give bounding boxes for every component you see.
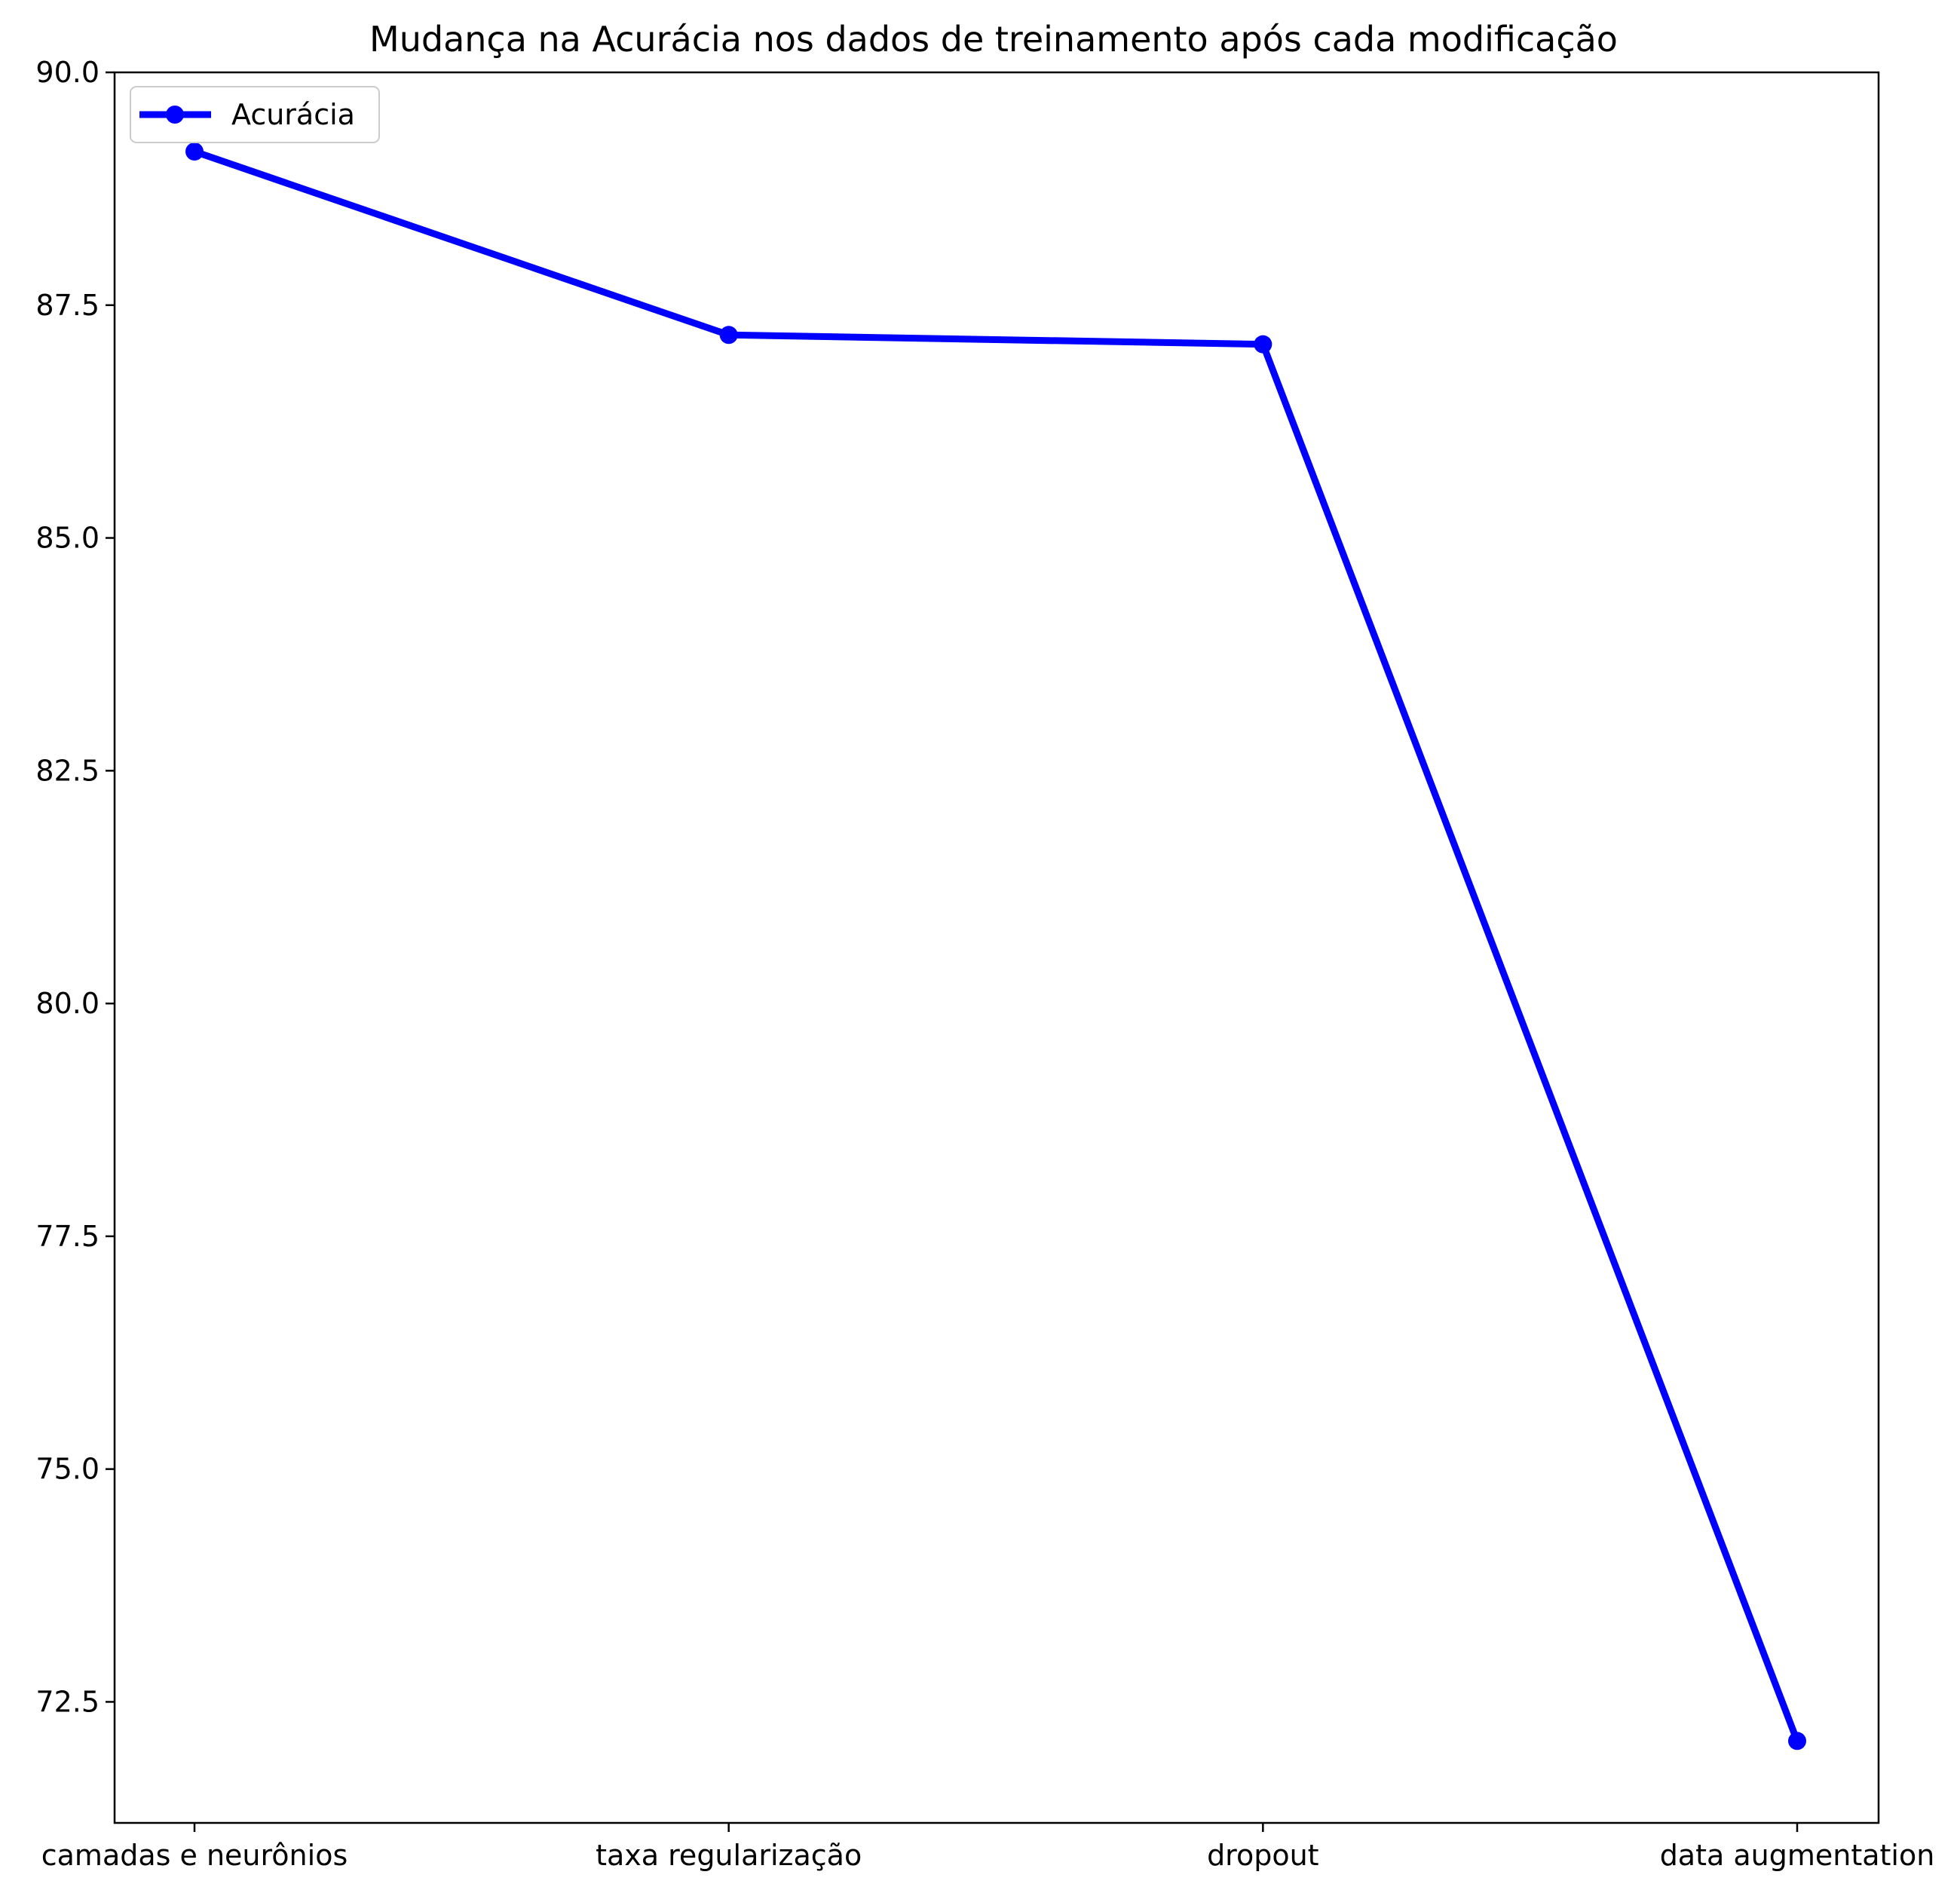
y-tick-label: 80.0 (35, 987, 100, 1020)
y-tick-label: 72.5 (35, 1685, 100, 1718)
data-point (1788, 1732, 1806, 1751)
y-axis-ticks: 72.5 75.0 77.5 80.0 82.5 85.0 87.5 90.0 (35, 56, 115, 1718)
y-tick-label: 77.5 (35, 1220, 100, 1253)
x-tick-label: dropout (1207, 1839, 1319, 1872)
y-tick-label: 82.5 (35, 754, 100, 787)
data-point (1254, 335, 1272, 354)
legend-marker-sample (166, 106, 184, 124)
y-tick-label: 90.0 (35, 56, 100, 89)
y-tick-label: 85.0 (35, 522, 100, 555)
data-point (719, 326, 738, 345)
plot-area-frame (113, 71, 1880, 1824)
x-tick-label: data augmentation (1660, 1839, 1935, 1872)
series-layer (185, 142, 1806, 1751)
legend: Acurácia (130, 86, 380, 143)
x-axis-ticks: camadas e neurônios taxa regularização dro… (41, 1823, 1935, 1872)
data-point (185, 142, 204, 161)
legend-label: Acurácia (231, 98, 355, 131)
y-tick-label: 87.5 (35, 289, 100, 322)
legend-box (130, 86, 380, 143)
series-line-0 (193, 148, 1801, 1742)
x-tick-label: taxa regularização (596, 1839, 862, 1872)
y-tick-label: 75.0 (35, 1453, 100, 1486)
chart-title: Mudança na Acurácia nos dados de treinam… (369, 19, 1618, 60)
x-tick-label: camadas e neurônios (41, 1839, 348, 1872)
